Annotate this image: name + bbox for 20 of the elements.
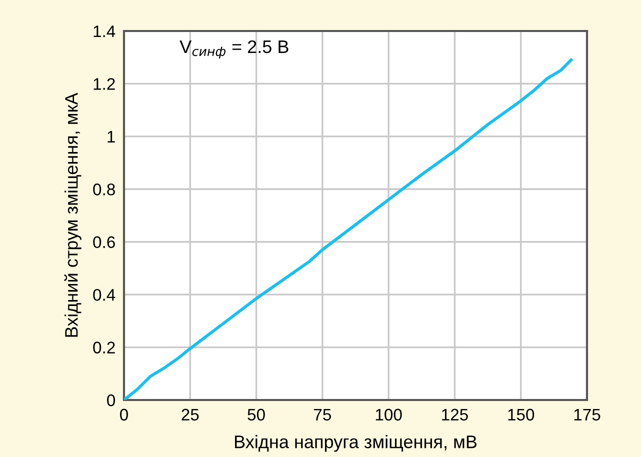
x-tick-label: 75: [314, 408, 331, 421]
y-tick-label: 1.2: [94, 78, 115, 90]
y-tick-label: 1.4: [94, 26, 116, 38]
x-tick-label: 175: [574, 408, 600, 421]
annotation: V$_{синф}$ = 2.5 В: [180, 40, 288, 59]
y-tick-label: 1: [108, 131, 115, 142]
x-tick-label: 125: [442, 408, 468, 421]
line-series: [124, 58, 573, 400]
x-tick-label: 25: [182, 408, 199, 421]
x-axis-title: Вхідна напруга зміщення, мВ: [235, 434, 477, 452]
y-tick-label: 0.6: [93, 236, 115, 248]
y-axis-title: Вхідний струм зміщення, мкА: [64, 92, 82, 337]
x-tick-label: 0: [120, 408, 128, 421]
y-tick-label: 0: [107, 394, 116, 406]
x-tick-label: 150: [508, 408, 534, 421]
x-tick-label: 50: [248, 408, 265, 421]
y-tick-label: 0.8: [93, 184, 115, 196]
y-tick-label: 0.2: [93, 342, 115, 354]
x-tick-label: 100: [376, 408, 402, 421]
y-tick-label: 0.4: [93, 288, 116, 301]
